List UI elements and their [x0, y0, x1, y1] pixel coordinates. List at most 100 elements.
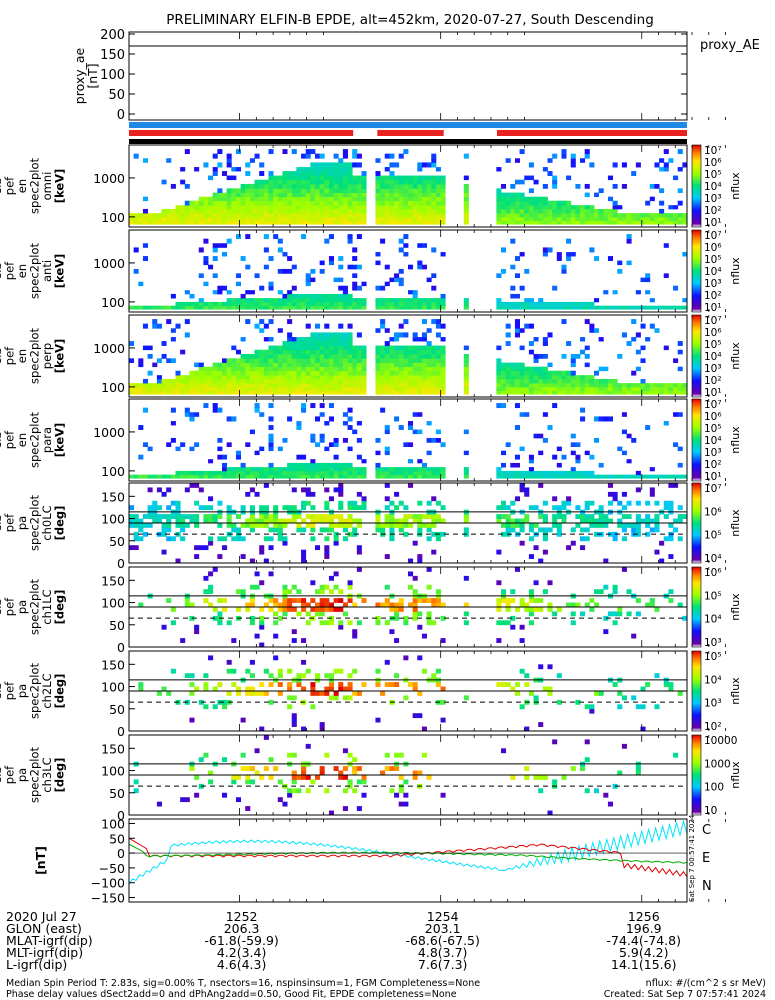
pitch-cell: [301, 673, 307, 679]
spectrogram-cell: [180, 205, 186, 210]
spectrogram-cell: [524, 213, 530, 218]
spectrogram-cell: [291, 192, 297, 198]
spectrogram-cell: [194, 362, 200, 368]
spectrogram-cell: [129, 386, 135, 392]
pitch-cell: [463, 527, 469, 533]
ylabel-line: pef: [2, 681, 16, 700]
spectrogram-cell: [417, 470, 423, 476]
pitch-cell: [426, 514, 432, 519]
pitch-cell: [514, 496, 520, 502]
spectrogram-cell: [528, 188, 534, 194]
spectrogram-cell: [575, 375, 581, 380]
spectrogram-cell: [538, 470, 544, 476]
spectrogram-cell: [626, 238, 632, 244]
spectrogram-cell: [152, 474, 158, 479]
pitch-cell: [352, 629, 358, 635]
spectrogram-cell: [268, 171, 274, 176]
spectrogram-cell: [403, 243, 409, 248]
spectrogram-cell: [552, 390, 558, 395]
pitch-cell: [208, 589, 214, 595]
spectrogram-cell: [505, 386, 511, 392]
spectrogram-cell: [203, 390, 209, 395]
spectrogram-cell: [631, 383, 637, 388]
pitch-cell: [338, 487, 344, 493]
spectrogram-cell: [617, 213, 623, 218]
spectrogram-cell: [138, 425, 144, 430]
pitch-cell: [342, 788, 348, 794]
spectrogram-cell: [412, 358, 418, 364]
pitch-cell: [328, 682, 334, 687]
spectrogram-cell: [561, 390, 567, 395]
pitch-cell: [259, 523, 265, 528]
red-status-bar: [496, 130, 687, 136]
spectrogram-cell: [435, 196, 441, 202]
pitch-cell: [528, 527, 534, 533]
pitch-cell: [584, 757, 590, 763]
spectrogram-cell: [180, 349, 186, 355]
pitch-cell: [254, 748, 260, 754]
pitch-cell: [398, 602, 404, 608]
spectrogram-cell: [394, 378, 400, 384]
spectrogram-cell: [189, 470, 195, 476]
spectrogram-cell: [501, 216, 507, 222]
spectrogram-cell: [277, 349, 283, 355]
spectrogram-cell: [640, 383, 646, 388]
pitch-cell: [584, 536, 590, 542]
spectrogram-cell: [561, 213, 567, 218]
spectrogram-cell: [333, 293, 339, 299]
spectrogram-cell: [440, 470, 446, 476]
pitch-cell: [217, 611, 223, 617]
spectrogram-cell: [421, 305, 427, 310]
spectrogram-cell: [352, 470, 358, 476]
spectrogram-cell: [384, 429, 390, 435]
spectrogram-cell: [668, 383, 674, 388]
spectrogram-cell: [417, 200, 423, 206]
spectrogram-cell: [380, 345, 386, 351]
spectrogram-cell: [291, 375, 297, 380]
pitch-cell: [235, 797, 241, 803]
pitch-cell: [519, 598, 525, 603]
spectrogram-cell: [663, 162, 669, 168]
pitch-cell: [538, 788, 544, 794]
spectrogram-cell: [277, 386, 283, 392]
spectrogram-cell: [524, 390, 530, 395]
spectrogram-cell: [315, 301, 321, 307]
spectrogram-cell: [682, 390, 688, 395]
spectrogram-cell: [533, 383, 539, 388]
spectrogram-cell: [129, 216, 135, 222]
pitch-cell: [338, 483, 344, 488]
pitch-cell: [263, 536, 269, 542]
spectrogram-cell: [212, 378, 218, 384]
spectrogram-cell: [417, 370, 423, 376]
spectrogram-cell: [328, 220, 334, 225]
colorbar-label: 10²: [704, 721, 722, 733]
spectrogram-cell: [542, 213, 548, 218]
spectrogram-cell: [394, 196, 400, 202]
spectrogram-cell: [654, 383, 660, 388]
pitch-cell: [356, 806, 362, 811]
spectrogram-cell: [240, 378, 246, 384]
spectrogram-cell: [249, 213, 255, 218]
spectrogram-cell: [440, 467, 446, 472]
spectrogram-cell: [291, 188, 297, 194]
spectrogram-cell: [631, 370, 637, 376]
spectrogram-cell: [556, 205, 562, 210]
pitch-cell: [524, 775, 530, 780]
spectrogram-cell: [435, 216, 441, 222]
spectrogram-cell: [384, 220, 390, 225]
spectrogram-cell: [426, 277, 432, 283]
spectrogram-cell: [133, 390, 139, 395]
spectrogram-cell: [352, 220, 358, 225]
spectrogram-cell: [435, 323, 441, 329]
spectrogram-cell: [240, 305, 246, 310]
spectrogram-cell: [301, 370, 307, 376]
pitch-cell: [147, 487, 153, 493]
spectrogram-cell: [342, 370, 348, 376]
spectrogram-cell: [514, 293, 520, 299]
spectrogram-cell: [235, 196, 241, 202]
spectrogram-cell: [263, 183, 269, 189]
spectrogram-cell: [342, 188, 348, 194]
spectrogram-cell: [273, 216, 279, 222]
pitch-cell: [352, 500, 358, 506]
spectrogram-cell: [347, 175, 353, 181]
